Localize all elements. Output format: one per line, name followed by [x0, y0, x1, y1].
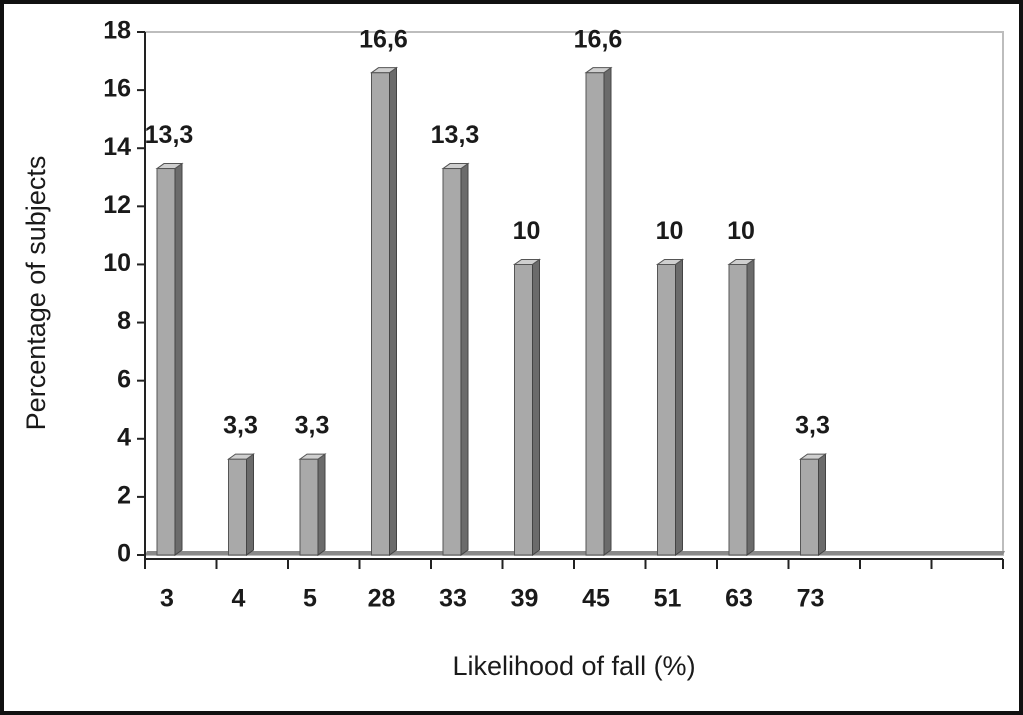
bar — [369, 66, 399, 556]
y-tick-label: 0 — [117, 540, 131, 568]
value-label: 10 — [513, 217, 541, 245]
value-label: 13,3 — [145, 121, 194, 149]
bar — [727, 258, 756, 556]
x-tick-label: 39 — [511, 585, 539, 613]
x-tick-label: 73 — [797, 585, 825, 613]
floor — [145, 551, 1005, 555]
y-tick-label: 14 — [103, 133, 131, 161]
y-tick-label: 4 — [117, 423, 131, 451]
bar — [298, 453, 327, 556]
x-tick-label: 33 — [439, 585, 467, 613]
bar — [512, 258, 542, 556]
x-tick-label: 63 — [725, 585, 753, 613]
x-axis-title: Likelihood of fall (%) — [452, 651, 695, 681]
x-tick-label: 51 — [654, 585, 682, 613]
value-label: 3,3 — [223, 412, 258, 440]
value-label: 10 — [727, 217, 755, 245]
x-tick-label: 5 — [303, 585, 317, 613]
value-label: 3,3 — [295, 412, 330, 440]
value-label: 13,3 — [431, 121, 480, 149]
value-label: 16,6 — [359, 25, 408, 53]
y-tick-label: 10 — [103, 249, 131, 277]
bar — [655, 258, 685, 556]
value-label: 10 — [656, 217, 684, 245]
y-tick-label: 12 — [103, 191, 131, 219]
y-axis-title: Percentage of subjects — [21, 156, 51, 431]
x-tick-label: 3 — [160, 585, 174, 613]
value-label: 3,3 — [795, 412, 830, 440]
bar — [226, 453, 256, 556]
x-tick-label: 28 — [368, 585, 396, 613]
value-label: 16,6 — [574, 25, 623, 53]
y-tick-label: 16 — [103, 75, 131, 103]
bar — [584, 66, 613, 556]
bar — [155, 162, 184, 556]
x-tick-label: 4 — [232, 585, 246, 613]
bar — [798, 453, 828, 556]
y-tick-label: 6 — [117, 365, 131, 393]
x-tick-label: 45 — [582, 585, 610, 613]
bar — [441, 162, 470, 556]
y-tick-label: 18 — [103, 17, 131, 45]
y-tick-label: 8 — [117, 307, 131, 335]
y-tick-label: 2 — [117, 481, 131, 509]
